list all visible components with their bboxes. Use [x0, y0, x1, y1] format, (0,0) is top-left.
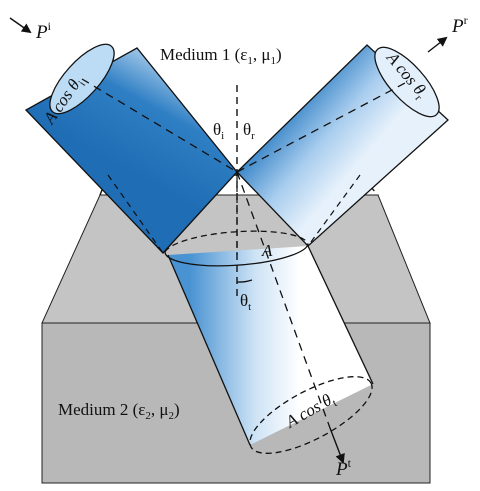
incident-power-label: Pi [35, 19, 52, 43]
transmitted-power-label: Pt [335, 456, 352, 480]
medium2-label: Medium 2 (ε2, μ2) [58, 400, 180, 422]
reflected-beam-end [374, 46, 440, 118]
incident-beam [24, 43, 238, 254]
incident-axis [81, 78, 238, 173]
incident-hidden-edge [107, 174, 164, 254]
interface-area-label: A [261, 241, 273, 260]
reflected-hidden-edge [307, 174, 361, 247]
transmitted-arrow [329, 427, 345, 464]
transmitted-axis [236, 171, 331, 429]
transmitted-beam [167, 171, 374, 464]
angle-r-label: θr [243, 120, 255, 142]
transmitted-beam-end [249, 376, 373, 454]
reflected-power-label: Pr [451, 13, 468, 37]
angle-t-label: θt [240, 291, 251, 313]
medium1-label: Medium 1 (ε1, μ1) [160, 45, 282, 67]
reflected-axis [236, 81, 408, 173]
reflected-beam [236, 44, 449, 247]
incident-arrow [9, 17, 32, 34]
angle-i-label: θi [213, 120, 224, 142]
interface-area [164, 230, 309, 267]
angle-t-arc [236, 279, 253, 283]
reflected-arrow [427, 36, 448, 53]
